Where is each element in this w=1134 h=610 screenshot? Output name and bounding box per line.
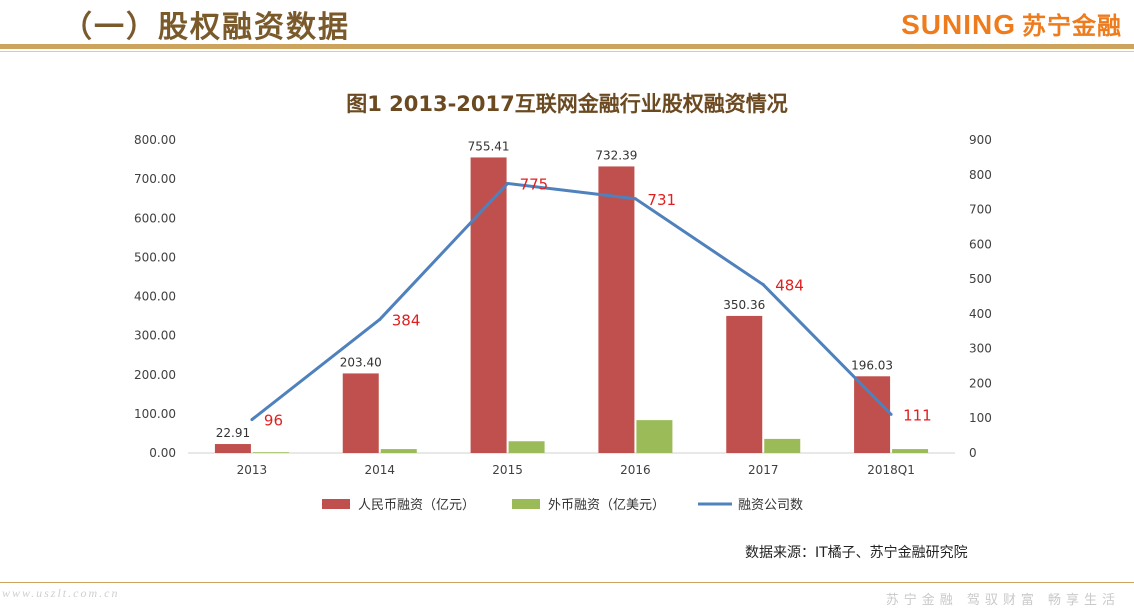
x-tick-label: 2017 <box>748 463 779 477</box>
y-right-tick-label: 800 <box>969 168 992 182</box>
y-right-tick-label: 500 <box>969 272 992 286</box>
x-tick-label: 2016 <box>620 463 651 477</box>
brand-latin: SUNING <box>901 9 1016 40</box>
x-tick-label: 2014 <box>364 463 395 477</box>
y-left-tick-label: 600.00 <box>134 211 176 225</box>
y-right-tick-label: 700 <box>969 203 992 217</box>
legend-label: 外币融资（亿美元） <box>548 498 665 513</box>
bar-foreign <box>636 420 673 453</box>
bar-foreign <box>892 449 929 453</box>
legend-label: 人民币融资（亿元） <box>358 498 475 513</box>
y-right-tick-label: 600 <box>969 237 992 251</box>
y-left-tick-label: 400.00 <box>134 290 176 304</box>
line-point <box>889 412 893 416</box>
legend-label: 融资公司数 <box>738 498 803 513</box>
y-left-tick-label: 800.00 <box>134 133 176 147</box>
x-tick-label: 2013 <box>237 463 268 477</box>
y-left-tick-label: 700.00 <box>134 172 176 186</box>
y-right-tick-label: 400 <box>969 307 992 321</box>
brand-cn: 苏宁金融 <box>1022 12 1122 40</box>
y-right-tick-label: 100 <box>969 411 992 425</box>
line-value-label: 731 <box>647 191 676 209</box>
y-left-tick-label: 500.00 <box>134 250 176 264</box>
x-tick-label: 2018Q1 <box>867 463 915 477</box>
chart-title: 图1 2013-2017互联网金融行业股权融资情况 <box>346 92 788 116</box>
bar-rmb <box>342 373 379 453</box>
bar-value-label: 732.39 <box>595 148 637 162</box>
bar-rmb <box>214 444 251 453</box>
y-left-tick-label: 300.00 <box>134 329 176 343</box>
footer-slogan: 苏宁金融 驾驭财富 畅享生活 <box>885 593 1120 608</box>
legend-swatch <box>322 499 350 509</box>
bar-value-label: 755.41 <box>468 139 510 153</box>
source-note: 数据来源：IT橘子、苏宁金融研究院 <box>745 545 968 561</box>
line-point <box>378 317 382 321</box>
bar-value-label: 203.40 <box>340 355 382 369</box>
bar-value-label: 22.91 <box>216 426 250 440</box>
line-point <box>633 197 637 201</box>
line-company-count <box>250 181 893 421</box>
line-value-label: 111 <box>903 406 932 424</box>
line-value-label: 484 <box>775 277 804 295</box>
line-value-label: 96 <box>264 412 283 430</box>
bar-foreign <box>252 452 289 453</box>
bar-rmb <box>598 166 635 454</box>
bar-value-label: 350.36 <box>723 298 765 312</box>
line-value-label: 384 <box>392 311 421 329</box>
line-point <box>250 418 254 422</box>
bar-value-label: 196.03 <box>851 358 893 372</box>
header-divider-thin <box>0 51 1134 52</box>
line-point <box>506 181 510 185</box>
x-tick-label: 2015 <box>492 463 523 477</box>
y-left-tick-label: 200.00 <box>134 368 176 382</box>
y-right-tick-label: 0 <box>969 446 977 460</box>
bar-foreign <box>380 449 417 453</box>
bar-foreign <box>764 438 801 453</box>
y-left-tick-label: 0.00 <box>149 446 176 460</box>
header-divider <box>0 44 1134 49</box>
bar-foreign <box>508 441 545 453</box>
brand-logo: SUNING 苏宁金融 <box>901 6 1122 41</box>
bar-rmb <box>470 157 507 453</box>
line-point <box>761 283 765 287</box>
watermark: www.uszlt.com.cn <box>2 586 120 600</box>
section-title: （一）股权融资数据 <box>62 10 350 45</box>
y-left-tick-label: 100.00 <box>134 407 176 421</box>
bar-rmb <box>726 315 763 453</box>
bar-rmb <box>854 376 891 453</box>
footer-divider <box>0 582 1134 583</box>
line-value-label: 775 <box>520 175 549 193</box>
legend-swatch <box>512 499 540 509</box>
y-right-tick-label: 200 <box>969 376 992 390</box>
y-right-tick-label: 300 <box>969 342 992 356</box>
y-right-tick-label: 900 <box>969 133 992 147</box>
